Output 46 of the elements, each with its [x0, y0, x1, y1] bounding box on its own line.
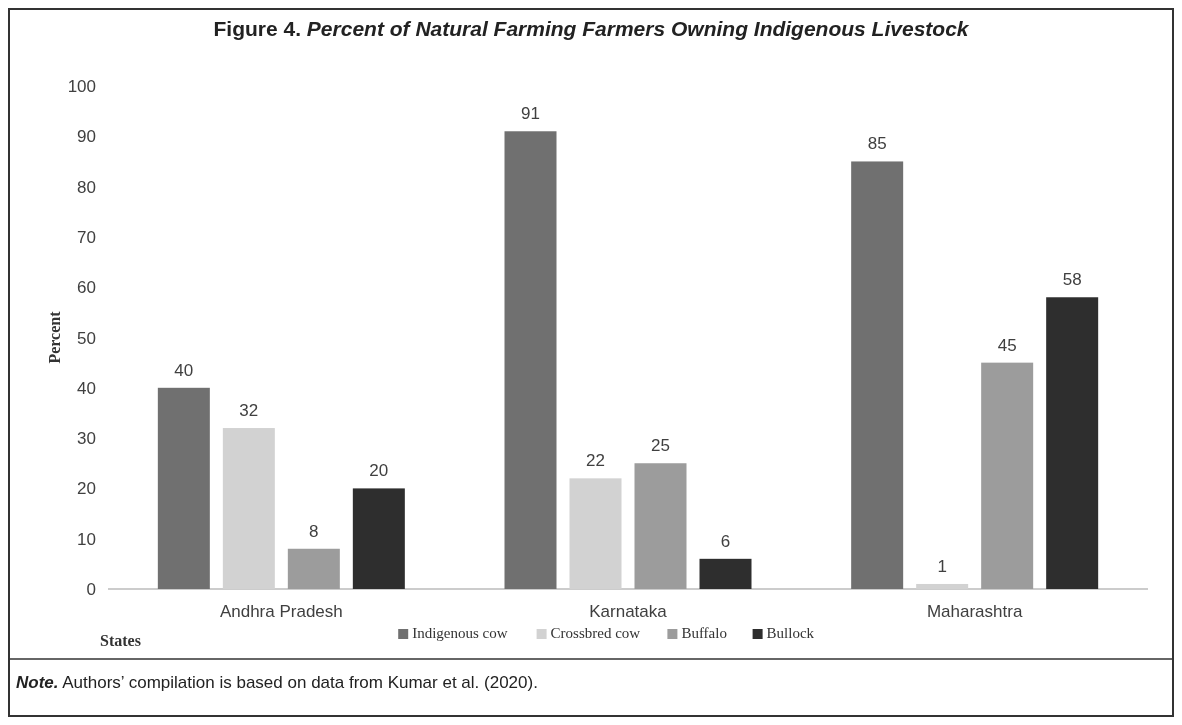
- y-tick-label: 70: [77, 227, 96, 247]
- bar: [352, 488, 405, 589]
- data-label: 1: [937, 556, 947, 576]
- y-tick-label: 20: [77, 479, 96, 499]
- y-tick-label: 10: [77, 529, 96, 549]
- bar: [981, 362, 1034, 589]
- bar: [222, 428, 275, 589]
- bar: [504, 131, 557, 589]
- bar: [851, 161, 904, 589]
- data-label: 20: [369, 461, 389, 481]
- legend-label: Indigenous cow: [412, 625, 508, 641]
- bar: [699, 558, 752, 589]
- x-tick-label: Maharashtra: [926, 602, 1023, 621]
- text: Note. Authors’ compilation is based on data from Kumar et al. (2020).: [16, 673, 538, 692]
- bar: [634, 463, 687, 589]
- chart-title: Figure 4. Percent of Natural Farming Farmers Owning Indigenous Livestock: [213, 17, 970, 40]
- data-label: 40: [174, 360, 194, 380]
- data-label: 6: [720, 531, 731, 551]
- y-tick-label: 50: [77, 328, 96, 348]
- data-label: 8: [309, 521, 319, 541]
- bar: [1046, 297, 1099, 589]
- y-tick-label: 100: [67, 77, 96, 96]
- x-axis-title: States: [100, 632, 141, 649]
- x-tick-label: Andhra Pradesh: [219, 602, 343, 621]
- data-label: 45: [997, 335, 1017, 355]
- legend-label: Buffalo: [681, 625, 727, 641]
- data-label: 32: [239, 401, 259, 421]
- data-label: 91: [521, 104, 540, 124]
- bar: [287, 548, 340, 589]
- y-tick-label: 90: [77, 127, 96, 147]
- y-tick-label: 80: [77, 177, 96, 197]
- data-label: 25: [651, 436, 670, 456]
- data-label: 58: [1062, 270, 1082, 290]
- bar: [157, 387, 210, 589]
- bar: [569, 478, 622, 589]
- data-label: 85: [867, 134, 887, 154]
- y-tick-label: 40: [77, 378, 96, 398]
- y-tick-label: 30: [77, 429, 96, 449]
- x-tick-label: Karnataka: [589, 602, 668, 621]
- y-tick-label: 0: [86, 580, 96, 599]
- y-tick-label: 60: [77, 278, 96, 298]
- data-label: 22: [586, 451, 605, 471]
- bar: [916, 583, 969, 589]
- legend-label: Bullock: [766, 625, 815, 641]
- legend-label: Crossbred cow: [550, 625, 641, 641]
- y-axis-title: Percent: [46, 310, 63, 364]
